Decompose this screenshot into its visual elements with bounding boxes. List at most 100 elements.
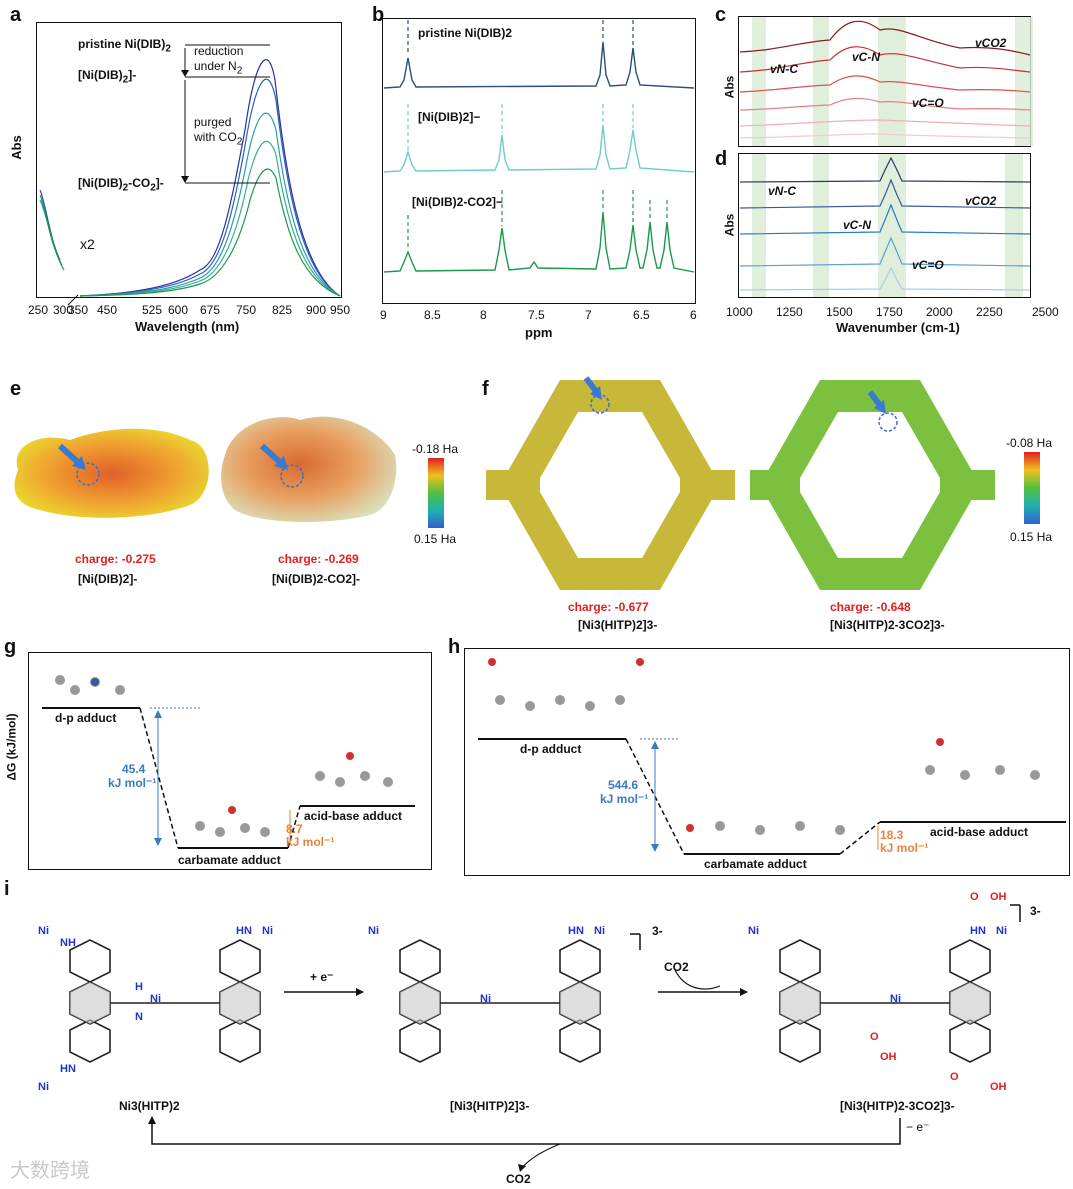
nmr-label-co2: [Ni(DIB)2-CO2]− bbox=[412, 195, 504, 209]
label-under: under N2 bbox=[194, 59, 243, 77]
svg-text:OH: OH bbox=[880, 1051, 897, 1063]
tick: 525 bbox=[142, 303, 163, 317]
panel-g-frame bbox=[28, 652, 432, 870]
svg-text:NH: NH bbox=[60, 937, 76, 949]
ir-c-label-co2: vCO2 bbox=[975, 36, 1007, 50]
tick: 1000 bbox=[726, 305, 753, 319]
panel-f-surfaces bbox=[486, 376, 1040, 590]
tick: 900 bbox=[306, 303, 327, 317]
svg-text:O: O bbox=[950, 1071, 959, 1083]
ir-c-label-nc: vN-C bbox=[770, 62, 799, 76]
svg-text:Ni: Ni bbox=[150, 993, 161, 1005]
e-charge-1: charge: -0.275 bbox=[75, 552, 156, 566]
g-dp-label: d-p adduct bbox=[55, 711, 117, 725]
e-name-2: [Ni(DIB)2-CO2]- bbox=[272, 572, 360, 586]
f-charge-2: charge: -0.648 bbox=[830, 600, 911, 614]
label-purged: purged bbox=[194, 115, 232, 129]
panel-g-diagram bbox=[42, 675, 415, 849]
svg-text:Ni: Ni bbox=[996, 925, 1007, 937]
panel-label-b: b bbox=[372, 4, 385, 26]
svg-text:O: O bbox=[970, 891, 979, 903]
e-name-1: [Ni(DIB)2]- bbox=[78, 572, 138, 586]
e-scale-top: -0.18 Ha bbox=[412, 442, 459, 456]
tick: 7 bbox=[585, 308, 592, 322]
label-pristine: pristine Ni(DIB)2 bbox=[78, 37, 171, 55]
panel-label-i: i bbox=[4, 878, 10, 900]
ir-c-label-co: vC=O bbox=[912, 96, 944, 110]
f-scale-bottom: 0.15 Ha bbox=[1010, 530, 1053, 544]
h-e1-unit: kJ mol⁻¹ bbox=[600, 792, 649, 806]
svg-text:Ni: Ni bbox=[890, 993, 901, 1005]
svg-text:HN: HN bbox=[60, 1063, 76, 1075]
g-e2-unit: kJ mol⁻¹ bbox=[286, 835, 335, 849]
panel-a-frame bbox=[36, 22, 342, 298]
i-arrow-2-label: CO2 bbox=[664, 960, 689, 974]
i-species-3: [Ni3(HITP)2-3CO2]3- bbox=[840, 1099, 955, 1113]
g-e2: 8.7 bbox=[286, 822, 303, 836]
h-e2: 18.3 bbox=[880, 828, 904, 842]
tick: 300 bbox=[53, 303, 74, 317]
tick: 450 bbox=[97, 303, 118, 317]
tick: 750 bbox=[236, 303, 257, 317]
panel-label-h: h bbox=[448, 636, 461, 658]
svg-text:OH: OH bbox=[990, 891, 1007, 903]
i-arrow-1-label: + e⁻ bbox=[310, 970, 334, 984]
panel-a-xlabel: Wavelength (nm) bbox=[135, 319, 240, 334]
f-name-1: [Ni3(HITP)2]3- bbox=[578, 618, 658, 632]
f-scale-top: -0.08 Ha bbox=[1006, 436, 1053, 450]
nmr-label-pristine: pristine Ni(DIB)2 bbox=[418, 26, 513, 40]
g-acid-label: acid-base adduct bbox=[304, 809, 403, 823]
h-carb-label: carbamate adduct bbox=[704, 857, 807, 871]
svg-text:Ni: Ni bbox=[748, 925, 759, 937]
panel-label-a: a bbox=[10, 4, 22, 26]
panel-a-curves bbox=[0, 44, 341, 306]
e-scale-bottom: 0.15 Ha bbox=[414, 532, 457, 546]
svg-text:N: N bbox=[135, 1011, 143, 1023]
tick: 7.5 bbox=[528, 308, 545, 322]
tick: 8.5 bbox=[424, 308, 441, 322]
panel-label-d: d bbox=[715, 148, 728, 170]
svg-text:HN: HN bbox=[970, 925, 986, 937]
svg-text:Ni: Ni bbox=[594, 925, 605, 937]
panel-d-xlabel: Wavenumber (cm-1) bbox=[836, 320, 960, 335]
panel-cd-bands bbox=[739, 17, 1033, 297]
svg-text:Ni: Ni bbox=[38, 925, 49, 937]
h-dp-label: d-p adduct bbox=[520, 742, 582, 756]
tick: 2500 bbox=[1032, 305, 1059, 319]
panel-label-e: e bbox=[10, 378, 22, 400]
panel-h-diagram bbox=[478, 658, 1066, 855]
label-co2-adduct: [Ni(DIB)2-CO2]- bbox=[78, 176, 164, 194]
label-reduced: [Ni(DIB)2]- bbox=[78, 68, 137, 86]
svg-text:O: O bbox=[870, 1031, 879, 1043]
svg-text:Ni: Ni bbox=[262, 925, 273, 937]
f-name-2: [Ni3(HITP)2-3CO2]3- bbox=[830, 618, 945, 632]
svg-text:HN: HN bbox=[568, 925, 584, 937]
tick: 1500 bbox=[826, 305, 853, 319]
tick: 8 bbox=[480, 308, 487, 322]
svg-text:H: H bbox=[135, 981, 143, 993]
h-e2-unit: kJ mol⁻¹ bbox=[880, 841, 929, 855]
g-carb-label: carbamate adduct bbox=[178, 853, 281, 867]
svg-text:HN: HN bbox=[236, 925, 252, 937]
panel-b-traces bbox=[383, 20, 695, 273]
svg-text:Ni: Ni bbox=[38, 1081, 49, 1093]
g-e1: 45.4 bbox=[122, 762, 146, 776]
svg-text:OH: OH bbox=[990, 1081, 1007, 1093]
tick: 675 bbox=[200, 303, 221, 317]
panel-label-f: f bbox=[482, 378, 489, 400]
ir-d-label-co2: vCO2 bbox=[965, 194, 997, 208]
h-e1: 544.6 bbox=[608, 778, 639, 792]
ir-d-label-cn: vC-N bbox=[843, 218, 872, 232]
panel-b-xlabel: ppm bbox=[525, 325, 553, 340]
tick: 1750 bbox=[876, 305, 903, 319]
label-with: with CO2 bbox=[194, 130, 243, 148]
tick: 825 bbox=[272, 303, 293, 317]
tick: 2250 bbox=[976, 305, 1003, 319]
tick: 350 bbox=[68, 303, 89, 317]
panel-label-c: c bbox=[715, 4, 727, 26]
i-charge-3: 3- bbox=[1030, 904, 1041, 918]
tick: 6 bbox=[690, 308, 697, 322]
i-back-label: − e⁻ bbox=[906, 1120, 930, 1134]
tick: 250 bbox=[28, 303, 49, 317]
svg-text:Ni: Ni bbox=[480, 993, 491, 1005]
